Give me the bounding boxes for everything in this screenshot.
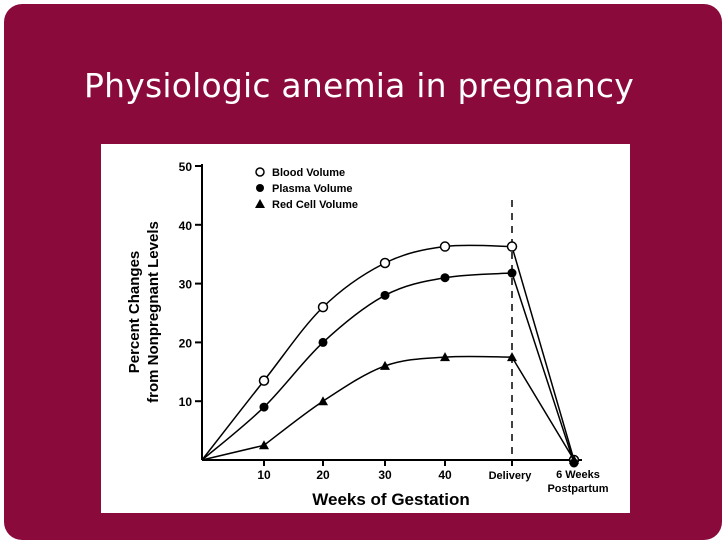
chart-svg: 10 20 30 40 50 10 20 30 40 Delivery 6 Weeks Postpa…: [126, 160, 609, 509]
blood-volume-point-2: [317, 301, 329, 313]
x-tick-label-1: 20: [316, 468, 330, 482]
legend-label-plasma-volume: Plasma Volume: [272, 183, 353, 195]
blood-volume-point-5: [506, 241, 518, 252]
x-tick-label-0: 10: [257, 468, 271, 482]
x-axis-label: Weeks of Gestation: [312, 490, 469, 509]
plasma-volume-postpartum-segment: [511, 272, 575, 464]
series-layer: [201, 241, 580, 468]
red-cell-volume-point-5: [507, 352, 517, 362]
x-tick-label-4: Delivery: [489, 470, 533, 482]
plasma-volume-point-4: [440, 273, 450, 283]
y-ticks: 10 20 30 40 50: [179, 160, 202, 409]
y-tick-label-20: 20: [179, 336, 193, 350]
slide-background: Physiologic anemia in pregnancy 10 20 30 40…: [4, 4, 722, 540]
red-cell-volume-point-1: [259, 440, 269, 450]
y-axis-label-line1: Percent Changes: [126, 251, 143, 374]
red-cell-volume-point-3: [380, 360, 390, 370]
chart-panel: 10 20 30 40 50 10 20 30 40 Delivery 6 Weeks Postpa…: [101, 144, 630, 513]
plasma-volume-point-3: [380, 290, 390, 300]
y-tick-label-40: 40: [179, 219, 193, 233]
legend-label-blood-volume: Blood Volume: [272, 167, 345, 179]
legend-marker-blood-volume: [255, 167, 265, 177]
x-tick-label-6: Postpartum: [547, 483, 608, 495]
plasma-volume-point-2: [318, 337, 328, 347]
red-cell-volume-segment-start: [201, 444, 265, 461]
blood-volume-point-1: [258, 375, 270, 386]
red-cell-volume-point-2: [318, 396, 328, 406]
red-cell-volume-point-6: [569, 455, 579, 464]
legend-label-red-cell-volume: Red Cell Volume: [272, 199, 358, 211]
blood-volume-curve: [201, 244, 513, 461]
legend: Blood Volume Plasma Volume Red Cell Volume: [255, 167, 358, 211]
y-axis-label-line2: from Nonpregnant Levels: [145, 221, 162, 403]
plasma-volume-point-5: [507, 268, 517, 278]
slide-title: Physiologic anemia in pregnancy: [84, 66, 635, 105]
y-tick-label-10: 10: [179, 395, 193, 409]
x-tick-label-2: 30: [378, 468, 392, 482]
x-tick-label-5: 6 Weeks: [556, 469, 600, 481]
plasma-volume-curve: [201, 272, 513, 461]
blood-volume-point-4: [439, 241, 451, 252]
red-cell-volume-point-4: [440, 352, 450, 362]
y-tick-label-30: 30: [179, 278, 193, 292]
y-tick-label-50: 50: [179, 160, 193, 174]
blood-volume-point-3: [379, 257, 391, 269]
plasma-volume-point-1: [259, 402, 269, 412]
legend-marker-red-cell-volume: [255, 199, 265, 208]
legend-marker-plasma-volume: [256, 184, 264, 192]
red-cell-volume-postpartum-segment: [511, 356, 575, 461]
x-tick-label-3: 40: [438, 468, 452, 482]
blood-volume-postpartum-segment: [511, 246, 575, 461]
